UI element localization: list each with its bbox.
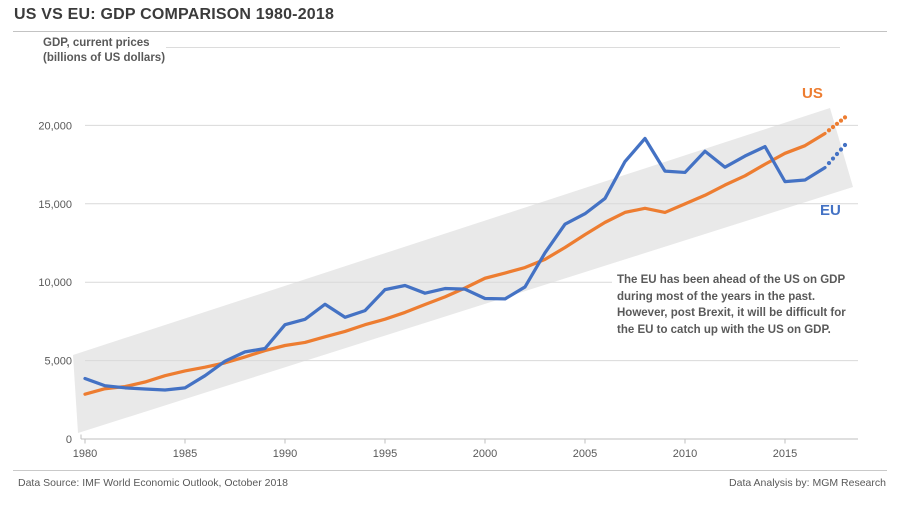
y-axis-tick-label: 10,000 [38, 277, 72, 289]
eu-forecast-dot [842, 142, 848, 148]
y-axis-title-line1: GDP, current prices [43, 37, 150, 49]
annotation-line: the EU to catch up with the US on GDP. [617, 323, 831, 336]
eu-line [83, 136, 827, 392]
y-axis-title-line2: (billions of US dollars) [43, 52, 166, 64]
us-line [83, 131, 827, 396]
us-forecast-dot [834, 121, 840, 126]
x-axis [80, 434, 858, 444]
x-axis-tick-label: 1985 [173, 448, 197, 460]
eu-series-label: EU [820, 202, 841, 219]
eu-forecast-dot [830, 156, 836, 161]
us-series-label: US [802, 85, 823, 102]
x-axis-tick-label: 1980 [73, 448, 97, 460]
us-forecast-dot [830, 124, 836, 130]
eu-forecast-dot [834, 151, 840, 157]
annotation-textbox: The EU has been ahead of the US on GDP d… [612, 268, 900, 344]
x-axis-tick-label: 2015 [773, 448, 797, 460]
eu-forecast-dot [826, 160, 832, 166]
x-axis-tick-label: 1995 [373, 448, 397, 460]
x-axis-tick-label: 1990 [273, 448, 297, 460]
us-forecast-dot [842, 115, 848, 120]
y-axis-tick-label: 5,000 [44, 356, 72, 368]
y-axis-title: GDP, current prices (billions of US doll… [43, 36, 165, 66]
x-axis-tick-label: 2010 [673, 448, 697, 460]
annotation-line: during most of the years in the past. [617, 290, 816, 303]
y-axis-tick-label: 15,000 [38, 199, 72, 211]
axis-tick-labels: 0 5,000 10,000 15,000 20,000 1980 1985 1990 1995… [38, 120, 797, 460]
y-axis-tick-label: 20,000 [38, 120, 72, 132]
subtitle-divider [166, 47, 840, 48]
annotation-line: However, post Brexit, it will be difficu… [617, 307, 846, 319]
footer-divider [13, 470, 887, 471]
trend-highlight-band [73, 108, 853, 433]
us-forecast-dot [826, 128, 832, 133]
title-divider [13, 31, 887, 32]
x-axis-tick-label: 2000 [473, 448, 497, 460]
x-axis-tick-label: 2005 [573, 448, 597, 460]
data-source-text: Data Source: IMF World Economic Outlook,… [18, 477, 289, 489]
series-lines [83, 115, 848, 396]
eu-forecast-dot [838, 147, 844, 152]
data-analysis-credit: Data Analysis by: MGM Research [729, 477, 886, 489]
us-forecast-dot [838, 118, 844, 123]
page-title: US VS EU: GDP COMPARISON 1980-2018 [14, 6, 335, 23]
annotation-line: The EU has been ahead of the US on GDP [617, 274, 846, 286]
y-axis-tick-label: 0 [66, 434, 72, 446]
